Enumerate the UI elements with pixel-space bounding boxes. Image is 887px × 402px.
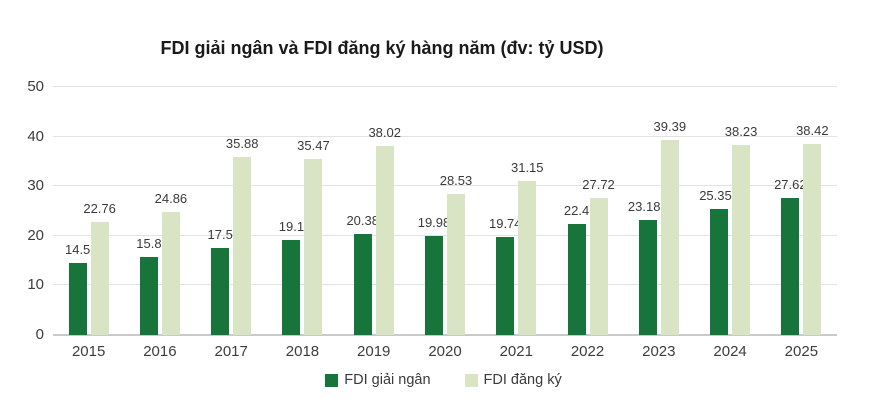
bar-fdi-dang-ky (375, 146, 394, 335)
x-tick-label: 2016 (143, 343, 177, 360)
bar-fdi-giai-ngan (710, 209, 729, 335)
legend-item-fdi-giai-ngan: FDI giải ngân (325, 372, 431, 388)
x-tick-label: 2025 (784, 343, 819, 360)
x-tick-label: 2019 (357, 343, 391, 360)
value-label-fdi-giai-ngan: 22.4 (563, 202, 590, 218)
value-label-fdi-giai-ngan: 23.183 (627, 199, 668, 215)
x-tick-label: 2024 (713, 343, 747, 360)
legend-swatch-fdi-dang-ky (464, 373, 478, 387)
x-tick-label: 2023 (642, 343, 676, 360)
x-tick-label: 2017 (214, 343, 248, 360)
plot-area: 14.5 22.76 15.8 24.86 17.5 35.88 19.1 35.47 20.3… (53, 86, 837, 336)
value-label-fdi-dang-ky: 27.72 (582, 176, 615, 192)
bar-fdi-dang-ky (803, 144, 822, 335)
gridline (53, 234, 837, 236)
bar-fdi-giai-ngan (496, 237, 515, 335)
value-label-fdi-giai-ngan: 15.8 (136, 235, 162, 251)
x-tick-label: 2020 (428, 343, 462, 360)
value-label-fdi-giai-ngan: 19.1 (278, 219, 305, 235)
x-tick-label: 2015 (71, 343, 106, 360)
bar-fdi-giai-ngan (567, 223, 586, 335)
value-label-fdi-giai-ngan: 17.5 (207, 227, 233, 243)
bar-fdi-giai-ngan (68, 263, 87, 335)
value-label-fdi-dang-ky: 35.88 (225, 136, 259, 152)
value-label-fdi-dang-ky: 31.15 (510, 159, 544, 175)
x-tick-label: 2022 (570, 343, 605, 360)
bar-fdi-giai-ngan (211, 248, 230, 335)
value-label-fdi-dang-ky: 38.23 (724, 124, 758, 140)
gridline (53, 334, 837, 336)
value-label-fdi-giai-ngan: 25.351 (699, 188, 739, 204)
bar-fdi-giai-ngan (638, 220, 657, 335)
value-label-fdi-dang-ky: 28.53 (439, 172, 473, 188)
legend-label-fdi-dang-ky: FDI đăng ký (483, 372, 562, 388)
value-label-fdi-dang-ky: 24.86 (154, 190, 188, 206)
bar-fdi-dang-ky (447, 193, 465, 335)
legend: FDI giải ngân FDI đăng ký (0, 372, 887, 388)
bar-fdi-giai-ngan (781, 198, 800, 335)
bar-fdi-giai-ngan (282, 240, 301, 335)
bar-fdi-giai-ngan (425, 235, 443, 335)
gridline (53, 284, 837, 286)
y-tick-label: 50 (27, 78, 44, 95)
y-tick-label: 20 (27, 226, 44, 244)
y-tick-label: 10 (27, 276, 44, 294)
y-tick-label: 30 (27, 177, 44, 195)
bar-fdi-dang-ky (732, 145, 751, 335)
x-tick-label: 2018 (285, 343, 320, 360)
bar-fdi-dang-ky (90, 222, 109, 335)
value-label-fdi-giai-ngan: 19.74 (488, 216, 522, 232)
bar-fdi-giai-ngan (139, 256, 158, 335)
value-label-fdi-giai-ngan: 14.5 (64, 242, 91, 258)
legend-item-fdi-dang-ky: FDI đăng ký (464, 372, 562, 388)
gridline (53, 86, 837, 87)
bar-fdi-dang-ky (660, 139, 679, 335)
bar-fdi-dang-ky (518, 180, 537, 335)
x-tick-label: 2021 (499, 343, 533, 360)
value-label-fdi-dang-ky: 22.76 (83, 201, 116, 217)
value-label-fdi-dang-ky: 35.47 (297, 138, 330, 154)
value-label-fdi-dang-ky: 38.02 (368, 125, 401, 141)
value-label-fdi-dang-ky: 38.42 (796, 123, 829, 139)
bar-fdi-dang-ky (233, 157, 252, 335)
y-tick-label: 40 (27, 127, 44, 145)
value-label-fdi-dang-ky: 39.39 (653, 118, 687, 134)
gridline (53, 135, 837, 137)
gridline (53, 185, 837, 187)
bar-fdi-dang-ky (589, 197, 608, 335)
bar-fdi-dang-ky (161, 211, 180, 335)
value-label-fdi-giai-ngan: 19.98 (417, 214, 451, 230)
bar-fdi-dang-ky (304, 159, 323, 335)
chart-title: FDI giải ngân và FDI đăng ký hàng năm (đ… (160, 38, 604, 58)
y-tick-label: 0 (35, 326, 44, 343)
legend-label-fdi-giai-ngan: FDI giải ngân (344, 372, 431, 388)
legend-swatch-fdi-giai-ngan (325, 373, 339, 387)
value-label-fdi-giai-ngan: 27.62 (774, 177, 807, 193)
value-label-fdi-giai-ngan: 20.38 (346, 212, 379, 228)
bar-fdi-giai-ngan (353, 233, 372, 335)
